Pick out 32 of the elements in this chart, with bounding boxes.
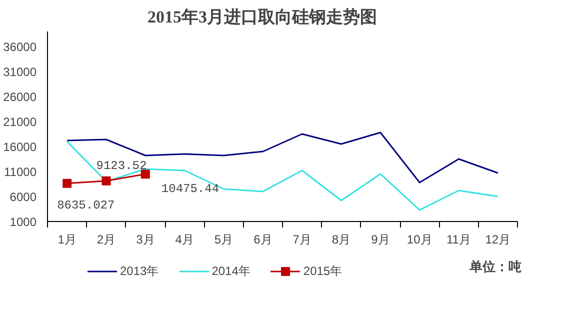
y-tick-label: 11000 [4,165,37,179]
x-tick-label: 10月 [406,232,432,246]
x-tick-label: 4月 [175,232,194,246]
y-tick-label: 26000 [3,90,37,104]
x-tick-label: 7月 [292,232,312,246]
x-tick-label: 5月 [214,232,234,246]
x-tick-label: 8月 [332,232,351,246]
point [102,176,111,186]
x-tick-label: 2月 [96,232,116,246]
line-series [66,132,499,184]
x-tick-label: 11月 [446,232,471,246]
y-tick-label: 1000 [10,215,37,229]
text: 单位：吨 [468,259,522,274]
chart-title: 2015年3月进口取向硅钢走势图 [148,8,377,26]
y-tick-label: 31000 [3,65,37,79]
data-label: 10475.44 [161,182,220,196]
y-tick-label: 21000 [3,115,37,129]
legend-label: 2013年 [120,262,159,280]
y-tick-label: 36000 [3,40,37,54]
x-tick-label: 9月 [371,232,390,246]
y-tick-label: 16000 [3,140,37,154]
point [62,178,72,188]
x-tick-label: 1月 [58,232,76,246]
x-tick-label: 3月 [136,232,155,246]
legend-label: 2014年 [212,262,250,280]
legend-label: 2015年 [303,262,342,280]
data-label: 8635.027 [57,198,115,212]
data-label: 9123.52 [96,158,147,173]
x-tick-label: 6月 [254,232,272,246]
x-tick-label: 12月 [485,232,511,246]
point [140,170,150,179]
y-tick-label: 6000 [10,190,37,204]
